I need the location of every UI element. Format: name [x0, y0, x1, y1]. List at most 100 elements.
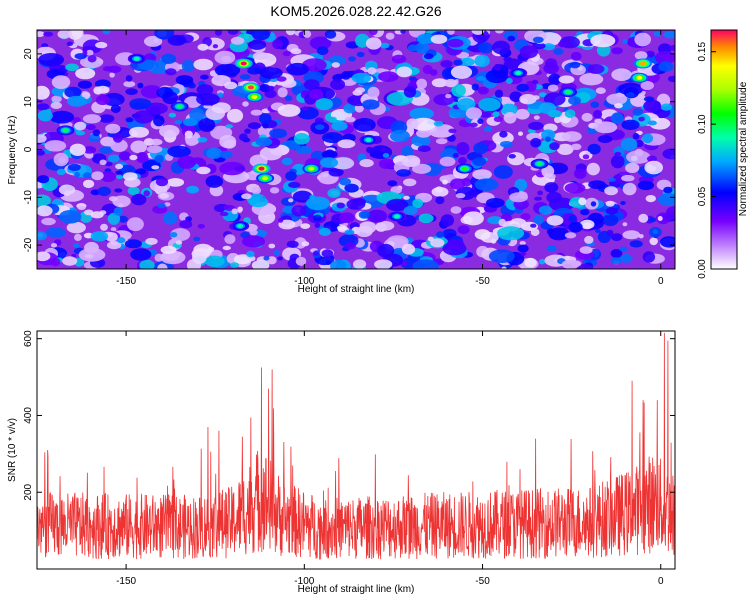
heatmap-cell: [492, 40, 510, 55]
heatmap-cell: [328, 168, 344, 177]
heatmap-cell: [386, 198, 409, 212]
heatmap-cell: [642, 251, 656, 263]
heatmap-cell: [568, 215, 577, 223]
heatmap-cell: [277, 87, 288, 98]
heatmap-cell: [610, 154, 625, 169]
heatmap-cell: [378, 71, 399, 82]
heatmap-cell: [519, 94, 537, 105]
heatmap-cell: [564, 109, 576, 119]
heatmap-cell: [330, 259, 347, 269]
heatmap-cell: [649, 237, 658, 246]
heatmap-cell: [37, 134, 47, 143]
heatmap-cell: [219, 135, 237, 149]
heatmap-cell: [157, 203, 166, 209]
heatmap-cell: [614, 151, 622, 157]
heatmap-cell: [234, 165, 246, 172]
heatmap-cell: [622, 38, 628, 44]
colorbar-gradient: [710, 29, 738, 270]
heatmap-cell: [115, 163, 124, 170]
heatmap-cell: [382, 153, 390, 158]
heatmap-cell: [450, 206, 462, 214]
heatmap-cell: [65, 63, 79, 72]
heatmap-cell: [161, 53, 177, 64]
heatmap-cell: [533, 214, 544, 225]
heatmap-cell: [406, 118, 419, 129]
heatmap-cell: [610, 248, 623, 258]
heatmap-cell: [530, 137, 542, 148]
heatmap-cell: [366, 209, 388, 223]
heatmap-cell: [541, 165, 555, 178]
heatmap-hotspot: [461, 166, 468, 171]
heatmap-cell: [492, 111, 500, 118]
heatmap-cell: [539, 258, 546, 265]
heatmap-cell: [493, 63, 501, 71]
heatmap-cell: [268, 243, 276, 249]
heatmap-cell: [620, 201, 626, 205]
heatmap-cell: [196, 166, 211, 175]
heatmap-cell: [458, 157, 467, 165]
heatmap-cell: [157, 263, 168, 269]
heatmap-cell: [440, 214, 455, 227]
heatmap-cell: [237, 208, 243, 213]
heatmap-cell: [611, 47, 623, 55]
heatmap-cell: [229, 262, 240, 268]
heatmap-cell: [658, 61, 674, 72]
heatmap-cell: [391, 54, 407, 64]
heatmap-cell: [474, 178, 499, 191]
heatmap-cell: [125, 88, 138, 95]
heatmap-cell: [124, 239, 142, 249]
heatmap-cell: [185, 135, 198, 146]
heatmap-cell: [95, 41, 108, 49]
heatmap-cell: [325, 260, 332, 265]
heatmap-cell: [129, 126, 149, 138]
heatmap-cell: [582, 154, 590, 160]
heatmap-hotspot: [258, 166, 265, 171]
heatmap-cell: [473, 142, 489, 155]
heatmap-cell: [41, 217, 56, 226]
heatmap-cell: [348, 56, 356, 62]
heatmap-cell: [374, 259, 393, 269]
heatmap-cell: [573, 168, 587, 180]
heatmap-cell: [74, 121, 87, 131]
heatmap-cell: [648, 217, 657, 223]
heatmap-cell: [462, 211, 484, 226]
heatmap-cell: [430, 34, 448, 44]
heatmap-cell: [433, 120, 444, 127]
heatmap-cell: [314, 222, 321, 228]
spectrogram-ytick-label: -10: [23, 190, 34, 205]
spectrogram-xlabel: Height of straight line (km): [298, 284, 415, 295]
heatmap-cell: [667, 75, 675, 83]
heatmap-cell: [498, 218, 507, 227]
spectrogram-xtick-label: 0: [658, 276, 664, 287]
heatmap-cell: [205, 175, 223, 188]
heatmap-cell: [597, 135, 613, 144]
heatmap-cell: [175, 75, 194, 85]
heatmap-cell: [580, 208, 590, 216]
heatmap-cell: [478, 42, 493, 54]
heatmap-cell: [94, 79, 111, 89]
heatmap-cell: [451, 84, 466, 97]
heatmap-cell: [500, 141, 513, 148]
heatmap-cell: [37, 205, 53, 217]
heatmap-cell: [96, 85, 109, 94]
heatmap-cell: [37, 175, 50, 184]
heatmap-cell: [259, 146, 283, 161]
heatmap-cell: [509, 91, 523, 102]
heatmap-cell: [108, 196, 118, 202]
heatmap-cell: [82, 172, 92, 179]
heatmap-cell: [610, 112, 624, 125]
heatmap-cell: [457, 98, 476, 111]
heatmap-cell: [224, 234, 236, 245]
heatmap-cell: [225, 124, 234, 129]
heatmap-cell: [259, 84, 271, 92]
heatmap-cell: [127, 186, 140, 196]
heatmap-cell: [77, 80, 92, 89]
heatmap-cell: [264, 89, 277, 99]
heatmap-cell: [230, 36, 245, 45]
heatmap-cell: [63, 190, 71, 197]
heatmap-cell: [197, 137, 208, 143]
heatmap-cell: [49, 110, 75, 124]
heatmap-cell: [303, 79, 320, 91]
heatmap-cell: [530, 228, 540, 236]
heatmap-cell: [186, 185, 200, 194]
